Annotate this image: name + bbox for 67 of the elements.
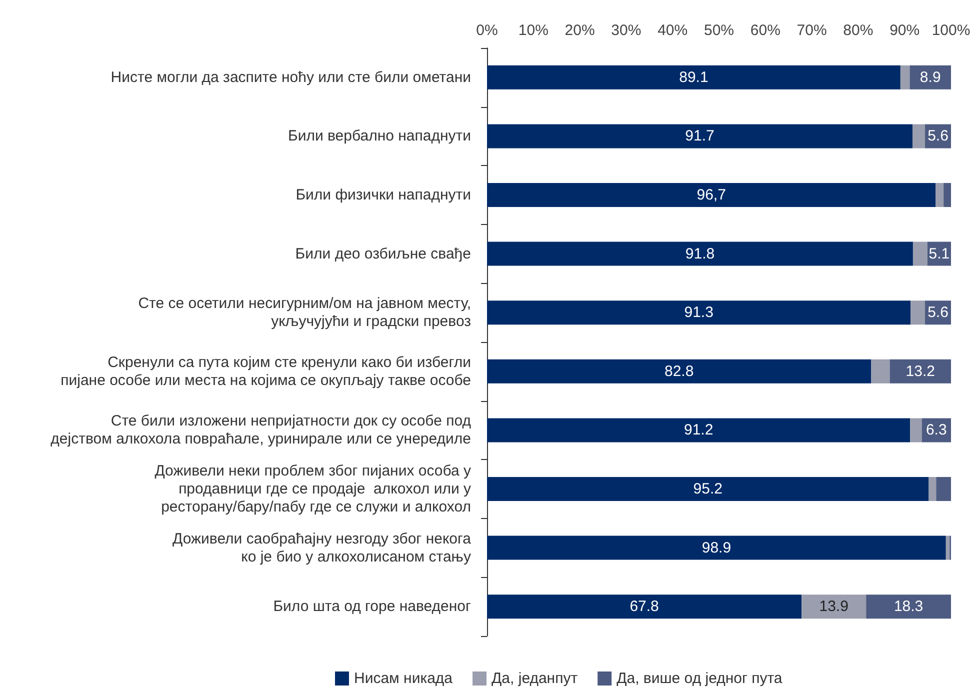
bar [871,359,890,384]
y-tick-label: Доживели саобраћајну незгоду због некога ко је био у алкохолисаном стању [172,530,472,566]
legend-label: Нисам никада [354,670,454,687]
legend-label: Да, једанпут [492,670,578,687]
data-label: 89.1 [679,68,708,86]
x-tick-label: 10% [518,22,548,39]
y-tick-label: Доживели неки проблем због пијаних особа у продавници где се продаје алкохол или у ресторану/бару/пабу где се служи и алкохол [154,462,472,516]
x-tick-label: 50% [704,22,734,39]
y-tick-label: Нисте могли да заспите ноћу или сте били ометани [110,68,471,86]
data-label: 67.8 [630,598,659,616]
data-label: 13.2 [906,362,935,380]
data-label: 91.2 [684,422,714,439]
bar [912,124,926,148]
bar [487,418,910,442]
x-tick-label: 40% [658,22,688,39]
bar [866,594,951,619]
bar [946,536,950,560]
bar [487,65,900,90]
bar [936,183,944,207]
data-label: 96,7 [696,186,726,204]
x-tick-label: 30% [611,22,642,39]
data-label: 8.9 [920,68,941,86]
data-label: 13.9 [819,598,848,616]
x-tick-label: 90% [890,22,920,39]
bar [936,477,951,501]
bar [910,65,951,90]
bar [487,359,872,384]
y-tick-label: Били физички нападнути [296,186,471,204]
bar [928,477,936,501]
data-label: 95.2 [693,480,722,498]
data-label: 5.6 [928,128,948,145]
data-label: 91.8 [685,245,715,262]
y-tick-label: Били део озбиљне свађе [295,245,471,262]
x-tick-label: 80% [843,22,874,39]
bar [487,183,936,207]
bar [487,300,911,325]
bar [900,65,910,90]
bar [487,536,946,560]
x-tick-label: 60% [750,22,780,39]
bar [912,242,928,266]
data-label: 18.3 [894,598,924,616]
bar [487,124,912,148]
data-label: 82.8 [664,362,694,380]
x-tick-label: 70% [796,22,827,39]
data-label: 98.9 [702,539,732,556]
y-tick-label: Било шта од горе наведеног [273,598,472,616]
bar [487,242,913,266]
data-label: 91.7 [685,128,714,145]
bar [487,594,802,619]
data-label: 5.6 [928,304,948,322]
bar [802,594,866,619]
y-tick-label: Сте се осетили несигурним/ом на јавном месту, укључујући и градски превоз [138,295,472,330]
y-tick-label: Били вербално нападнути [288,128,471,145]
data-label: 91.3 [684,304,714,322]
y-tick-label: Скренули са пута којим сте кренули како би избегли пијане особе или места на којима се окупљају такве особе [60,354,471,389]
legend-label: Да, више од једног пута [616,670,783,687]
data-label: 6.3 [926,422,947,439]
bar [944,183,951,207]
x-tick-label: 0% [476,22,498,39]
bar [890,359,951,384]
y-tick-label: Сте били изложени непријатности док су особе под дејством алкохола повраћале, уринирале или се унередиле [50,412,472,448]
x-tick-label: 20% [564,22,595,39]
bar [910,418,922,442]
bar [487,477,929,501]
data-label: 5.1 [928,245,950,262]
x-tick-label: 100% [932,22,970,39]
bar [910,300,926,325]
